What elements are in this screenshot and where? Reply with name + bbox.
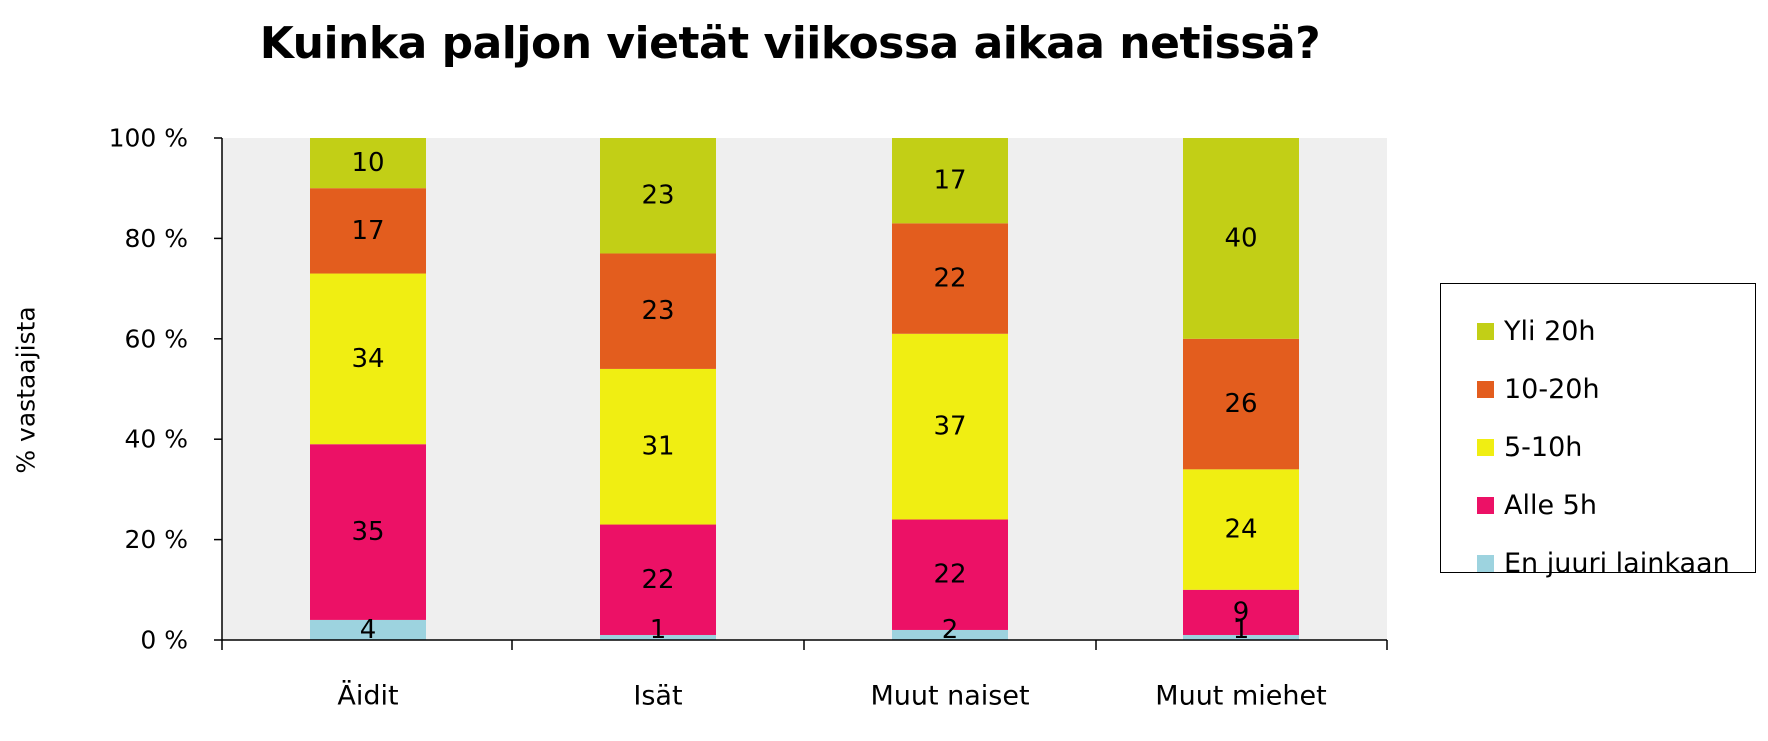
- legend-swatch: [1477, 322, 1494, 340]
- legend-item: Yli 20h: [1477, 311, 1596, 351]
- data-label: 37: [933, 412, 966, 442]
- bar-segment: [1183, 338, 1299, 470]
- bar-segment: [310, 138, 426, 189]
- bar-segment: [600, 634, 716, 640]
- y-axis-label: % vastaajista: [12, 306, 41, 473]
- legend-label: En juuri lainkaan: [1504, 547, 1730, 579]
- data-label: 22: [933, 264, 966, 294]
- legend-swatch: [1477, 554, 1494, 572]
- y-tick-label: 20 %: [124, 525, 188, 554]
- legend-label: 5-10h: [1504, 431, 1583, 463]
- bar-segment: [600, 524, 716, 635]
- bar-segment: [892, 519, 1008, 630]
- data-label: 2: [942, 615, 959, 645]
- y-tick-label: 60 %: [124, 324, 188, 353]
- bar-segment: [1183, 469, 1299, 590]
- bar-segment: [310, 619, 426, 640]
- data-label: 10: [351, 148, 384, 178]
- axes-layer: 0 % 20 % 40 % 60 % 80 % 100 % Äidit Isät Muut na…: [109, 124, 1388, 712]
- data-label: 9: [1233, 597, 1250, 627]
- category-label: Muut miehet: [1155, 681, 1326, 712]
- bars-layer: [310, 138, 1299, 640]
- legend-item: 5-10h: [1477, 427, 1582, 467]
- data-label: 34: [351, 344, 384, 374]
- bar-segment: [310, 188, 426, 274]
- legend-item: Alle 5h: [1477, 485, 1597, 525]
- bar-segment: [892, 629, 1008, 640]
- data-label: 26: [1224, 389, 1257, 419]
- bar-segment: [600, 253, 716, 369]
- bar-segment: [310, 273, 426, 445]
- legend-label: 10-20h: [1504, 373, 1600, 405]
- bar-segment: [310, 444, 426, 620]
- y-tick-label: 100 %: [109, 124, 188, 153]
- category-label: Äidit: [337, 680, 398, 712]
- legend-item: 10-20h: [1477, 369, 1600, 409]
- bar-segment: [892, 138, 1008, 224]
- data-label: 22: [933, 560, 966, 590]
- bar-segment: [1183, 634, 1299, 640]
- category-label: Isät: [633, 681, 682, 712]
- data-label: 23: [641, 181, 674, 211]
- legend-label: Alle 5h: [1504, 489, 1597, 521]
- data-label: 40: [1224, 223, 1257, 253]
- data-label: 35: [351, 517, 384, 547]
- legend-item: En juuri lainkaan: [1477, 543, 1730, 583]
- category-label: Muut naiset: [870, 681, 1029, 712]
- legend: Yli 20h 10-20h 5-10h Alle 5h En juuri lainka…: [1440, 283, 1756, 579]
- bar-segment: [1183, 138, 1299, 339]
- bar-segment: [892, 223, 1008, 334]
- data-label: 31: [641, 432, 674, 462]
- data-label: 22: [641, 565, 674, 595]
- y-tick-label: 0 %: [140, 626, 188, 655]
- data-label: 4: [360, 615, 377, 645]
- bar-segment: [600, 138, 716, 254]
- bar-segment: [1183, 589, 1299, 635]
- legend-label: Yli 20h: [1504, 315, 1596, 347]
- legend-swatch: [1477, 380, 1494, 398]
- y-tick-label: 40 %: [124, 425, 188, 454]
- bar-segment: [892, 333, 1008, 520]
- data-label: 1: [650, 615, 667, 645]
- bar-segment: [600, 368, 716, 525]
- chart-title: Kuinka paljon vietät viikossa aikaa neti…: [259, 18, 1321, 69]
- data-label: 24: [1224, 515, 1257, 545]
- data-label: 1: [1233, 615, 1250, 645]
- data-label: 17: [351, 216, 384, 246]
- legend-swatch: [1477, 438, 1494, 456]
- data-label: 17: [933, 166, 966, 196]
- legend-swatch: [1477, 496, 1494, 514]
- y-tick-label: 80 %: [124, 224, 188, 253]
- data-label: 23: [641, 296, 674, 326]
